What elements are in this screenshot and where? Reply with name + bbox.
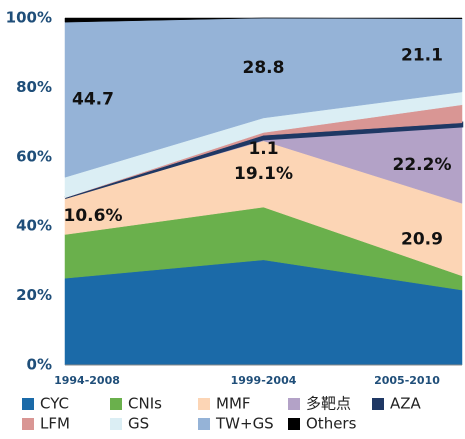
legend-swatch bbox=[372, 398, 384, 410]
legend-swatch bbox=[22, 418, 34, 430]
x-tick-label: 1994-2008 bbox=[54, 374, 120, 387]
x-tick-label: 1999-2004 bbox=[231, 374, 297, 387]
x-tick-label: 2005-2010 bbox=[374, 374, 440, 387]
y-tick-label: 0% bbox=[27, 356, 52, 374]
legend-swatch bbox=[110, 418, 122, 430]
value-label: 10.6% bbox=[64, 206, 123, 226]
area bbox=[64, 17, 463, 23]
legend-label: CNIs bbox=[128, 395, 162, 413]
value-label: 44.7 bbox=[72, 90, 114, 110]
y-tick-label: 40% bbox=[16, 217, 52, 235]
legend-label: TW+GS bbox=[215, 415, 274, 433]
legend-swatch bbox=[110, 398, 122, 410]
value-label: 28.8 bbox=[243, 58, 285, 78]
legend-label: LFM bbox=[40, 415, 70, 433]
legend-swatch bbox=[288, 398, 300, 410]
value-label: 21.1 bbox=[401, 45, 443, 65]
legend-label: AZA bbox=[390, 395, 422, 413]
value-label: 22.2% bbox=[393, 155, 452, 175]
legend-label: MMF bbox=[216, 395, 251, 413]
legend-swatch bbox=[288, 418, 300, 430]
y-tick-label: 80% bbox=[16, 78, 52, 96]
legend-swatch bbox=[22, 398, 34, 410]
legend-label: CYC bbox=[40, 395, 69, 413]
legend-label: 多靶点 bbox=[306, 395, 351, 413]
legend-label: Others bbox=[306, 415, 357, 433]
value-label: 20.9 bbox=[401, 230, 443, 250]
legend-swatch bbox=[198, 398, 210, 410]
legend-swatch bbox=[198, 418, 210, 430]
legend-label: GS bbox=[128, 415, 149, 433]
y-tick-label: 60% bbox=[16, 147, 52, 165]
value-label: 1.1 bbox=[248, 139, 278, 159]
y-tick-label: 100% bbox=[6, 9, 52, 27]
value-label: 19.1% bbox=[234, 164, 293, 184]
y-tick-label: 20% bbox=[16, 286, 52, 304]
